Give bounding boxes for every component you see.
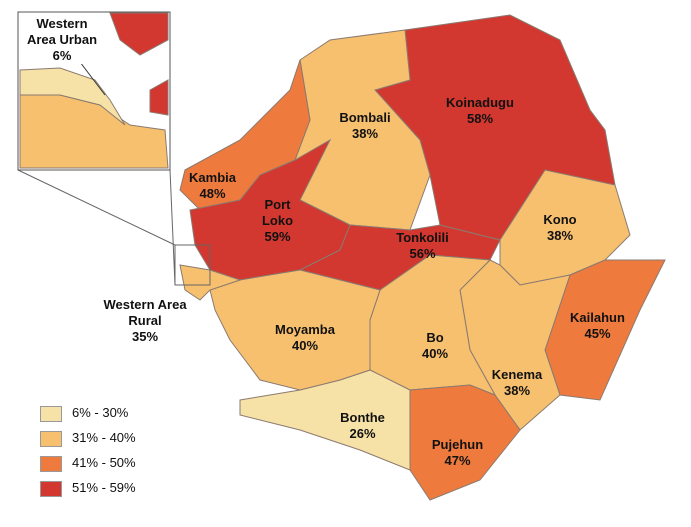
district-value: 45% [584, 326, 611, 341]
legend-swatch [40, 480, 62, 497]
district-name: Kailahun [570, 310, 625, 325]
district-name: Kambia [189, 170, 236, 185]
district-name: Pujehun [431, 437, 484, 452]
legend-label: 41% - 50% [72, 455, 136, 470]
district-value: 47% [444, 453, 471, 468]
district-name: Koinadugu [446, 95, 514, 110]
district-label: Kono 38% [530, 212, 590, 244]
legend-item: 6% - 30% [40, 405, 128, 422]
district-label: Tonkolili 56% [385, 230, 460, 262]
legend-label: 51% - 59% [72, 480, 136, 495]
legend-swatch [40, 455, 62, 472]
district-name: Bombali [339, 110, 391, 125]
district-label: Koinadugu 58% [440, 95, 520, 127]
district [19, 67, 126, 126]
district-name: Moyamba [275, 322, 335, 337]
legend-item: 41% - 50% [40, 455, 136, 472]
mainland-edge [149, 79, 169, 116]
district-value: 40% [421, 346, 449, 361]
district-name: Kenema [491, 367, 543, 382]
legend-label: 31% - 40% [72, 430, 136, 445]
district-value: 26% [349, 426, 376, 441]
district-value: 58% [466, 111, 494, 126]
district-value: 6% [52, 48, 72, 63]
district-value: 38% [503, 383, 531, 398]
district-name: Western Area Urban [26, 16, 98, 47]
label-leader [79, 61, 106, 96]
mainland-edge [109, 12, 169, 56]
legend-swatch [40, 405, 62, 422]
district-label: Bombali 38% [330, 110, 400, 142]
district-value: 38% [546, 228, 574, 243]
district-name: Bo [426, 330, 444, 345]
district-value: 48% [199, 186, 226, 201]
district-label: Bonthe 26% [330, 410, 395, 442]
district [209, 269, 381, 391]
legend-item: 51% - 59% [40, 480, 136, 497]
district-name: Port Loko [261, 197, 294, 228]
district-value: 40% [291, 338, 319, 353]
legend-label: 6% - 30% [72, 405, 129, 420]
district-name: Kono [543, 212, 577, 227]
district-label: Moyamba 40% [265, 322, 345, 354]
district-name: Bonthe [340, 410, 385, 425]
inset-connector [169, 169, 176, 286]
district-value: 59% [264, 229, 291, 244]
district-value: 38% [351, 126, 379, 141]
district-label: Western Area Rural 35% [100, 297, 190, 345]
district-label: Bo 40% [410, 330, 460, 362]
district-label: Western Area Urban 6% [22, 16, 102, 64]
district-value: 35% [131, 329, 159, 344]
legend-swatch [40, 430, 62, 447]
inset-marker [174, 244, 211, 286]
district-label: Pujehun 47% [420, 437, 495, 469]
legend-item: 31% - 40% [40, 430, 136, 447]
district-label: Kenema 38% [482, 367, 552, 399]
district-name: Tonkolili [396, 230, 449, 245]
inset-connector [17, 169, 176, 246]
district-label: Kailahun 45% [560, 310, 635, 342]
district-label: Kambia 48% [180, 170, 245, 202]
district-value: 56% [409, 246, 436, 261]
district [409, 384, 521, 501]
district-name: Western Area Rural [103, 297, 187, 328]
district-label: Port Loko 59% [255, 197, 300, 245]
